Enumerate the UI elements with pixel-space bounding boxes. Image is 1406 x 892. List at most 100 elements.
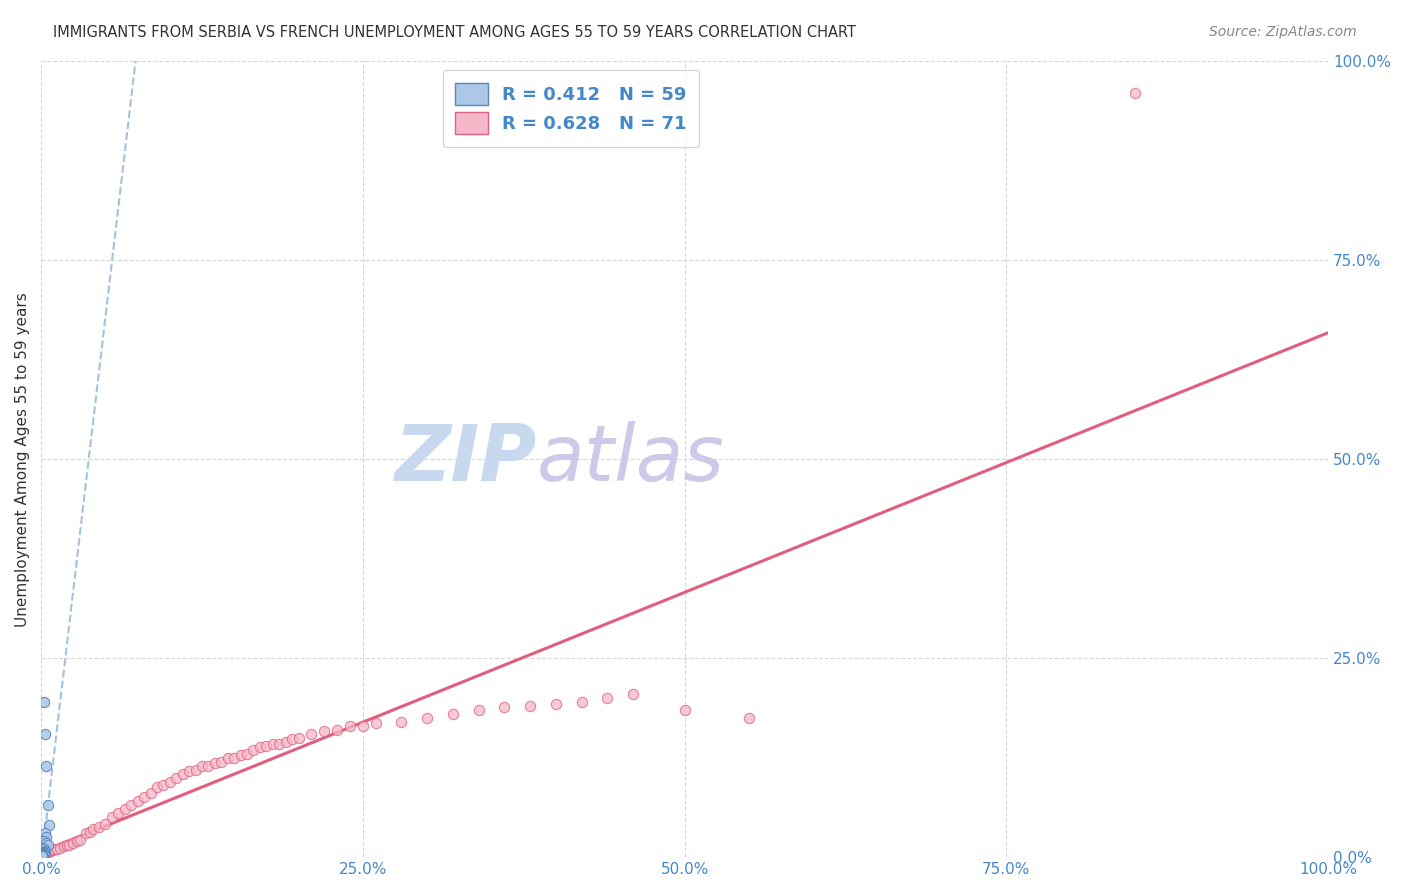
Point <box>673 703 696 717</box>
Point <box>32 846 55 860</box>
Point <box>38 844 60 858</box>
Y-axis label: Unemployment Among Ages 55 to 59 years: Unemployment Among Ages 55 to 59 years <box>15 292 30 626</box>
Text: Source: ZipAtlas.com: Source: ZipAtlas.com <box>1209 25 1357 39</box>
Point <box>53 838 76 853</box>
Point <box>32 847 55 862</box>
Point <box>45 842 67 856</box>
Point <box>229 748 252 763</box>
Point <box>31 849 53 863</box>
Point <box>32 846 55 860</box>
Point <box>32 842 55 856</box>
Point <box>69 832 91 847</box>
Point <box>49 840 72 855</box>
Text: atlas: atlas <box>537 421 724 497</box>
Point <box>107 806 129 821</box>
Point <box>31 848 53 863</box>
Point <box>352 719 374 733</box>
Point <box>254 739 277 753</box>
Point <box>217 750 239 764</box>
Point <box>571 695 593 709</box>
Point <box>31 848 53 863</box>
Point <box>75 826 97 840</box>
Point <box>31 848 53 863</box>
Point <box>326 723 349 737</box>
Point <box>31 848 53 863</box>
Point <box>79 824 101 838</box>
Point <box>139 787 162 801</box>
Point <box>1123 86 1146 100</box>
Point <box>31 849 53 863</box>
Point <box>58 838 80 853</box>
Point <box>31 846 53 860</box>
Point <box>31 849 53 863</box>
Point <box>114 802 136 816</box>
Point <box>34 826 56 840</box>
Point <box>467 703 489 717</box>
Point <box>184 763 207 777</box>
Point <box>224 750 246 764</box>
Point <box>31 847 53 862</box>
Point <box>274 735 297 749</box>
Point <box>738 711 761 725</box>
Point <box>31 848 53 863</box>
Point <box>191 758 214 772</box>
Point <box>31 847 53 862</box>
Text: ZIP: ZIP <box>394 421 537 497</box>
Point <box>32 834 55 848</box>
Point <box>31 848 53 863</box>
Point <box>32 846 55 860</box>
Point <box>287 731 309 745</box>
Point <box>41 843 63 857</box>
Point <box>31 849 53 863</box>
Point <box>37 798 59 813</box>
Point <box>31 848 53 863</box>
Point <box>87 820 110 834</box>
Point <box>56 838 79 853</box>
Point <box>31 848 53 863</box>
Point <box>339 719 361 733</box>
Point <box>34 844 56 858</box>
Text: IMMIGRANTS FROM SERBIA VS FRENCH UNEMPLOYMENT AMONG AGES 55 TO 59 YEARS CORRELAT: IMMIGRANTS FROM SERBIA VS FRENCH UNEMPLO… <box>53 25 856 40</box>
Point <box>32 695 55 709</box>
Point <box>101 810 124 824</box>
Point <box>31 849 53 863</box>
Point <box>204 756 226 771</box>
Point <box>35 845 58 859</box>
Point <box>179 764 201 779</box>
Point <box>31 847 53 862</box>
Point <box>31 848 53 863</box>
Point <box>249 740 271 755</box>
Point <box>364 716 387 731</box>
Point <box>31 849 53 863</box>
Point <box>31 840 53 855</box>
Point <box>146 780 169 794</box>
Point <box>31 849 53 863</box>
Point <box>197 758 219 772</box>
Point <box>494 700 516 714</box>
Point <box>38 818 60 832</box>
Point <box>31 847 53 862</box>
Point <box>31 849 53 863</box>
Point <box>281 732 304 747</box>
Point <box>31 849 53 863</box>
Point <box>391 714 413 729</box>
Point <box>31 847 53 861</box>
Point <box>132 790 155 805</box>
Point <box>242 742 264 756</box>
Point <box>94 816 117 830</box>
Point <box>172 766 194 780</box>
Point <box>31 847 53 862</box>
Point <box>159 774 181 789</box>
Legend: R = 0.412   N = 59, R = 0.628   N = 71: R = 0.412 N = 59, R = 0.628 N = 71 <box>443 70 699 146</box>
Point <box>42 842 65 856</box>
Point <box>31 848 53 863</box>
Point <box>31 847 53 862</box>
Point <box>31 848 53 863</box>
Point <box>31 849 53 863</box>
Point <box>31 847 53 861</box>
Point <box>262 737 284 751</box>
Point <box>34 727 56 741</box>
Point <box>62 836 84 850</box>
Point <box>31 847 53 862</box>
Point <box>31 846 53 860</box>
